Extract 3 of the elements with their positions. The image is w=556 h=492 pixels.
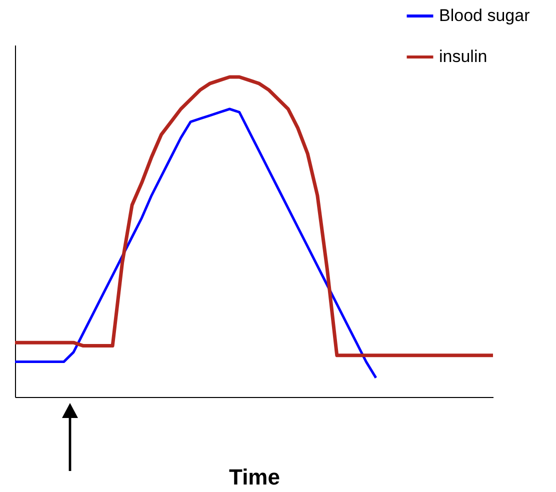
legend-label: insulin [439, 47, 488, 66]
legend-label: Blood sugar [439, 6, 530, 25]
x-axis-title: Time [229, 464, 280, 490]
